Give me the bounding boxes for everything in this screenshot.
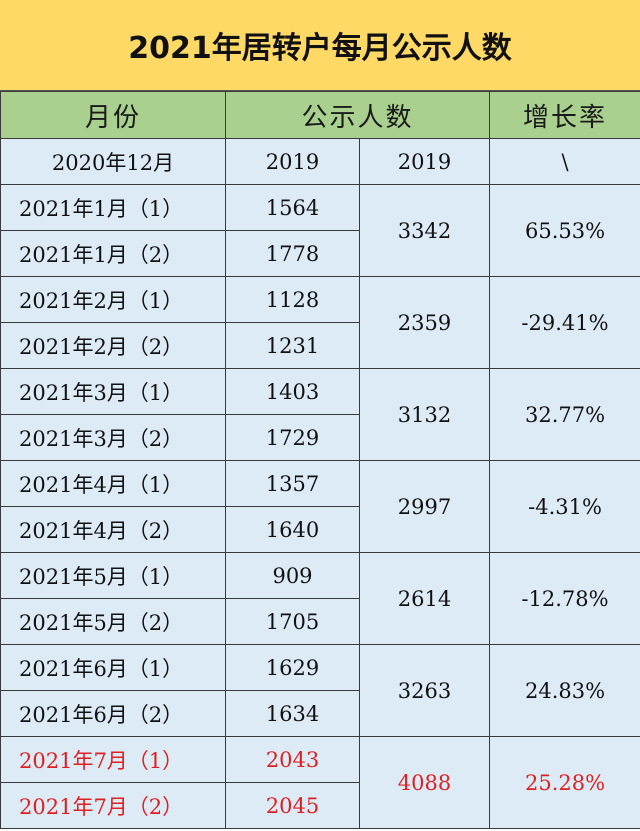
- header-growth: 增长率: [489, 91, 640, 139]
- growth-cell: 65.53%: [489, 184, 640, 277]
- month-cell: 2021年3月（2）: [0, 414, 226, 461]
- growth-cell: 25.28%: [489, 736, 640, 829]
- table-row: 2020年12月 2019 2019 \: [0, 138, 640, 185]
- total-cell: 2614: [358, 552, 491, 645]
- month-cell: 2021年6月（2）: [0, 690, 226, 737]
- month-cell: 2021年1月（1）: [0, 184, 226, 231]
- table-row: 2021年5月（1） 909 2614 -12.78%: [0, 552, 640, 645]
- count-cell: 1640: [225, 506, 360, 553]
- table-row: 2021年3月（2） 1729: [0, 414, 640, 461]
- count-cell: 1231: [225, 322, 360, 369]
- growth-cell: -12.78%: [489, 552, 640, 645]
- growth-cell: \: [489, 138, 640, 185]
- table-row: 2021年7月（2） 2045: [0, 782, 640, 829]
- header-count: 公示人数: [224, 91, 491, 139]
- total-cell: 3132: [358, 368, 491, 461]
- table-row: 2021年7月（1） 2043 4088 25.28%: [0, 736, 640, 829]
- table-row: 2021年3月（1） 1403 3132 32.77%: [0, 368, 640, 461]
- month-cell: 2020年12月: [0, 138, 226, 185]
- growth-cell: 32.77%: [489, 368, 640, 461]
- count-cell: 1128: [225, 276, 360, 323]
- table-row: 2021年2月（1） 1128 2359 -29.41%: [0, 276, 640, 369]
- total-cell: 4088: [358, 736, 491, 829]
- header-month: 月份: [0, 91, 226, 139]
- monthly-count-table: 月份 公示人数 增长率 2020年12月 2019 2019 \ 2021年1月…: [0, 91, 640, 829]
- month-cell: 2021年5月（2）: [0, 598, 226, 645]
- table-row: 2021年6月（1） 1629 3263 24.83%: [0, 644, 640, 737]
- total-cell: 2019: [358, 138, 491, 185]
- page-title: 2021年居转户每月公示人数: [0, 0, 640, 91]
- count-cell: 909: [225, 552, 360, 599]
- month-cell: 2021年7月（1）: [0, 736, 226, 783]
- table-row: 2021年4月（1） 1357 2997 -4.31%: [0, 460, 640, 553]
- month-cell: 2021年2月（2）: [0, 322, 226, 369]
- month-cell: 2021年3月（1）: [0, 368, 226, 415]
- month-cell: 2021年4月（1）: [0, 460, 226, 507]
- growth-cell: -4.31%: [489, 460, 640, 553]
- count-cell: 2045: [225, 782, 360, 829]
- table-row: 2021年1月（1） 1564 3342 65.53%: [0, 184, 640, 277]
- month-cell: 2021年2月（1）: [0, 276, 226, 323]
- count-cell: 1403: [225, 368, 360, 415]
- total-cell: 2359: [358, 276, 491, 369]
- growth-cell: 24.83%: [489, 644, 640, 737]
- count-cell: 2043: [225, 736, 360, 783]
- total-cell: 2997: [358, 460, 491, 553]
- count-cell: 2019: [225, 138, 360, 185]
- count-cell: 1705: [225, 598, 360, 645]
- count-cell: 1564: [225, 184, 360, 231]
- month-cell: 2021年1月（2）: [0, 230, 226, 277]
- table-row: 2021年4月（2） 1640: [0, 506, 640, 553]
- table-row: 2021年5月（2） 1705: [0, 598, 640, 645]
- header-row: 月份 公示人数 增长率: [0, 91, 640, 139]
- count-cell: 1629: [225, 644, 360, 691]
- count-cell: 1634: [225, 690, 360, 737]
- count-cell: 1778: [225, 230, 360, 277]
- month-cell: 2021年7月（2）: [0, 782, 226, 829]
- month-cell: 2021年6月（1）: [0, 644, 226, 691]
- growth-cell: -29.41%: [489, 276, 640, 369]
- total-cell: 3263: [358, 644, 491, 737]
- table-row: 2021年6月（2） 1634: [0, 690, 640, 737]
- month-cell: 2021年4月（2）: [0, 506, 226, 553]
- month-cell: 2021年5月（1）: [0, 552, 226, 599]
- table-row: 2021年1月（2） 1778: [0, 230, 640, 277]
- count-cell: 1357: [225, 460, 360, 507]
- total-cell: 3342: [358, 184, 491, 277]
- count-cell: 1729: [225, 414, 360, 461]
